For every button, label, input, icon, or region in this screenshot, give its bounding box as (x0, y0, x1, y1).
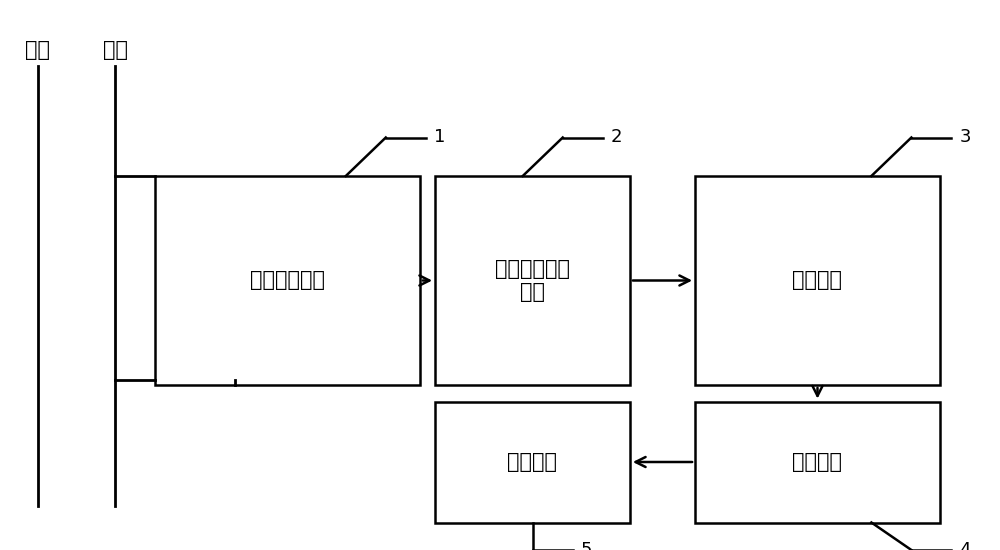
Text: 5: 5 (580, 541, 592, 550)
Text: 控制电路: 控制电路 (508, 452, 558, 472)
Text: 比较电路: 比较电路 (792, 452, 842, 472)
Bar (695, 402, 940, 522)
Text: 1: 1 (434, 129, 445, 146)
Bar (155, 176, 420, 385)
Text: 2: 2 (611, 129, 622, 146)
Text: 整流电路: 整流电路 (792, 271, 842, 290)
Bar (435, 402, 630, 522)
Text: 零线: 零线 (26, 41, 50, 60)
Text: 火线: 火线 (103, 41, 128, 60)
Bar (695, 176, 940, 385)
Text: 噪声抑制放大
电路: 噪声抑制放大 电路 (495, 259, 570, 302)
Text: 3: 3 (959, 129, 971, 146)
Text: 4: 4 (959, 541, 971, 550)
Bar (435, 176, 630, 385)
Text: 电流采样电路: 电流采样电路 (250, 271, 325, 290)
